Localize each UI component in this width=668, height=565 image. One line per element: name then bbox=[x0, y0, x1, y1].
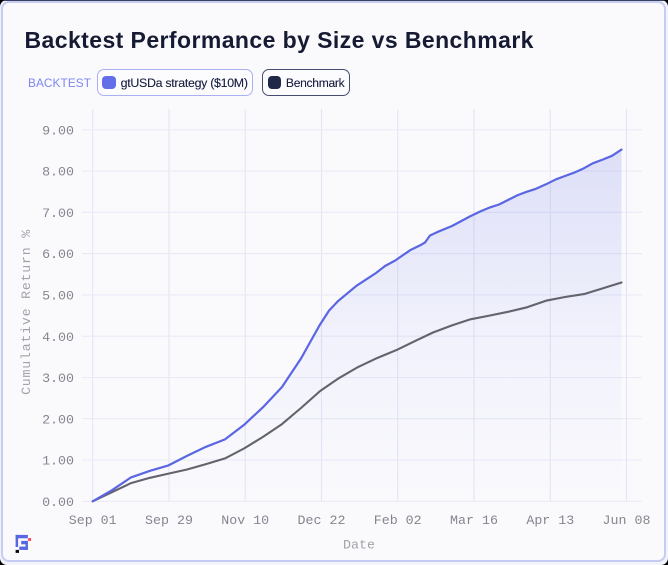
svg-text:Sep 29: Sep 29 bbox=[145, 513, 193, 528]
svg-text:Feb 02: Feb 02 bbox=[374, 513, 422, 528]
svg-text:6.00: 6.00 bbox=[42, 247, 74, 262]
svg-text:2.00: 2.00 bbox=[42, 412, 74, 427]
svg-text:Apr 13: Apr 13 bbox=[526, 513, 574, 528]
svg-text:Mar 16: Mar 16 bbox=[450, 513, 498, 528]
svg-text:Nov 10: Nov 10 bbox=[221, 513, 269, 528]
svg-text:0.00: 0.00 bbox=[42, 495, 74, 510]
svg-text:7.00: 7.00 bbox=[42, 206, 74, 221]
svg-text:1.00: 1.00 bbox=[42, 454, 74, 469]
svg-text:9.00: 9.00 bbox=[42, 123, 74, 138]
svg-text:3.00: 3.00 bbox=[42, 371, 74, 386]
svg-text:Jun 08: Jun 08 bbox=[603, 513, 651, 528]
svg-text:Date: Date bbox=[343, 538, 375, 553]
svg-text:Dec 22: Dec 22 bbox=[298, 513, 346, 528]
svg-text:8.00: 8.00 bbox=[42, 165, 74, 180]
svg-text:5.00: 5.00 bbox=[42, 289, 74, 304]
svg-text:Cumulative Return %: Cumulative Return % bbox=[19, 229, 34, 395]
svg-text:Sep 01: Sep 01 bbox=[69, 513, 117, 528]
svg-text:4.00: 4.00 bbox=[42, 330, 74, 345]
